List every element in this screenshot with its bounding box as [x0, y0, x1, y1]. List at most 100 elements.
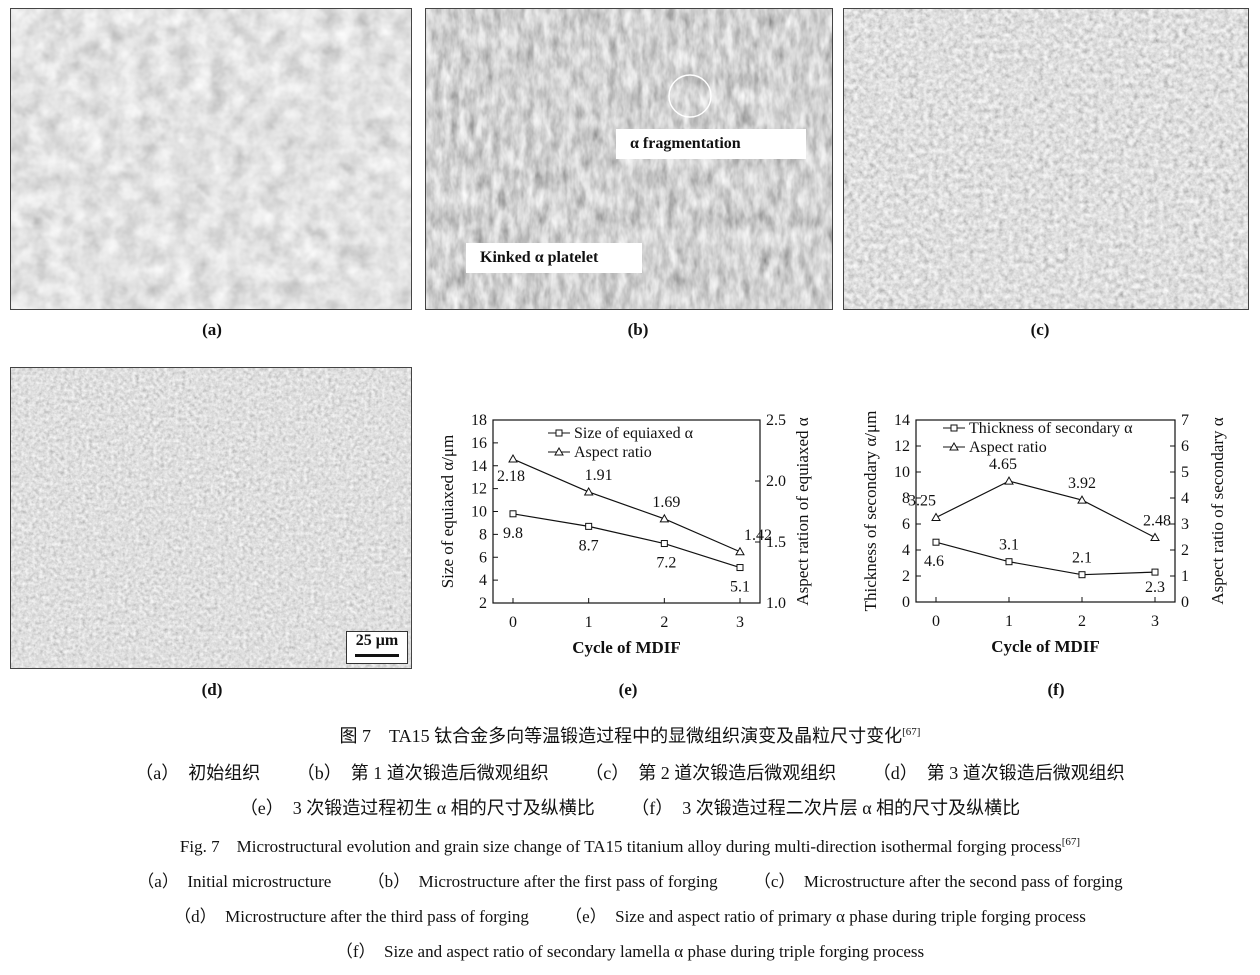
y-tick-label: 6	[479, 549, 487, 566]
x-axis-label: Cycle of MDIF	[991, 637, 1100, 656]
data-point	[583, 486, 594, 496]
scale-bar-line	[355, 654, 399, 657]
data-label: 3.1	[999, 537, 1019, 554]
plot-frame	[915, 419, 1176, 603]
data-label: 2.18	[497, 468, 525, 485]
caption-en-item: （d） Microstructure after the third pass …	[174, 907, 529, 926]
data-label: 9.8	[503, 525, 523, 542]
data-point	[1004, 476, 1014, 485]
data-point	[1150, 532, 1160, 542]
y2-tick-label: 3	[1181, 516, 1189, 533]
y-tick-label: 2	[479, 595, 487, 612]
legend-marker	[555, 429, 563, 437]
y2-axis-label: Aspect ration of equiaxed α	[793, 417, 812, 605]
data-label: 4.6	[924, 553, 944, 570]
data-point	[1078, 571, 1086, 579]
x-axis-label: Cycle of MDIF	[572, 638, 681, 657]
caption-cn-title: 图 7 TA15 钛合金多向等温锻造过程中的显微组织演变及晶粒尺寸变化[67]	[0, 722, 1260, 748]
legend-label: Aspect ratio	[574, 444, 652, 461]
micrograph-c	[843, 8, 1249, 310]
caption-en-title-text: Fig. 7 Microstructural evolution and gra…	[179, 837, 1062, 856]
data-point	[1151, 568, 1159, 576]
scale-bar-label: 25 μm	[355, 632, 399, 649]
caption-en-item: （b） Microstructure after the first pass …	[367, 872, 718, 891]
x-tick-label: 0	[509, 614, 517, 631]
panel-label-d: (d)	[201, 680, 223, 699]
y-tick-label: 8	[479, 526, 487, 543]
data-point	[1005, 558, 1013, 566]
x-tick-label: 2	[660, 614, 668, 631]
scale-bar: 25 μm	[346, 631, 408, 664]
y2-tick-label: 0	[1181, 594, 1189, 611]
micrograph-d-image	[11, 368, 411, 668]
caption-cn-line2: （e） 3 次锻造过程初生 α 相的尺寸及纵横比 （f） 3 次锻造过程二次片层…	[0, 794, 1260, 820]
y2-tick-label: 6	[1181, 438, 1189, 455]
data-point	[736, 564, 744, 572]
data-point	[659, 513, 670, 523]
y-tick-label: 10	[894, 464, 910, 481]
micrograph-d: 25 μm	[10, 367, 412, 669]
legend-marker	[949, 441, 959, 451]
micrograph-b: α fragmentation Kinked α platelet	[425, 8, 833, 310]
y-tick-label: 12	[894, 438, 910, 455]
data-point	[932, 538, 940, 546]
y2-tick-label: 4	[1181, 490, 1189, 507]
panel-label-c: (c)	[1030, 320, 1050, 339]
data-label: 8.7	[579, 537, 599, 554]
y2-tick-label: 1	[1181, 568, 1189, 585]
series-line	[935, 541, 1156, 576]
y2-tick-label: 2.5	[766, 412, 786, 429]
caption-en-line2: （d） Microstructure after the third pass …	[0, 902, 1260, 927]
data-label: 2.3	[1145, 579, 1165, 596]
data-label: 5.1	[730, 579, 750, 596]
x-tick-label: 3	[736, 614, 744, 631]
series-line	[512, 513, 741, 569]
legend-label: Aspect ratio	[969, 439, 1047, 456]
data-label: 3.92	[1068, 475, 1096, 492]
y-tick-label: 14	[471, 458, 487, 475]
data-label: 3.25	[908, 493, 936, 510]
fragmentation-circle	[668, 74, 712, 118]
y-tick-label: 18	[471, 412, 487, 429]
caption-cn-item: （e） 3 次锻造过程初生 α 相的尺寸及纵横比	[239, 798, 595, 818]
caption-en-item: （a） Initial microstructure	[137, 872, 332, 891]
data-label: 2.48	[1143, 513, 1171, 530]
micrograph-a-image	[11, 9, 411, 309]
panel-label-b: (b)	[627, 320, 649, 339]
y-tick-label: 16	[471, 435, 487, 452]
y2-tick-label: 5	[1181, 464, 1189, 481]
caption-cn-item: （d） 第 3 道次锻造后微观组织	[872, 763, 1125, 783]
caption-cn-item: （b） 第 1 道次锻造后微观组织	[296, 763, 549, 783]
y-tick-label: 8	[902, 490, 910, 507]
caption-en-title: Fig. 7 Microstructural evolution and gra…	[0, 832, 1260, 857]
y-axis-label: Thickness of secondary α/μm	[861, 411, 880, 612]
y2-tick-label: 2	[1181, 542, 1189, 559]
data-point	[1077, 495, 1087, 504]
caption-cn-ref: [67]	[902, 726, 921, 738]
data-point	[508, 454, 518, 463]
caption-en-line3: （f） Size and aspect ratio of secondary l…	[0, 937, 1260, 962]
y-tick-label: 2	[902, 568, 910, 585]
y-tick-label: 12	[471, 481, 487, 498]
caption-en-item: （c） Microstructure after the second pass…	[753, 872, 1123, 891]
annotation-kinked-platelet: Kinked α platelet	[466, 243, 642, 273]
y-tick-label: 6	[902, 516, 910, 533]
data-point	[660, 540, 668, 548]
y2-axis-label: Aspect ratio of secondary α	[1208, 417, 1227, 604]
micrograph-a	[10, 8, 412, 310]
y2-tick-label: 2.0	[766, 473, 786, 490]
data-point	[735, 546, 745, 556]
caption-cn-line1: （a） 初始组织 （b） 第 1 道次锻造后微观组织 （c） 第 2 道次锻造后…	[0, 759, 1260, 785]
data-point	[585, 522, 593, 530]
panel-label-f: (f)	[1047, 680, 1065, 699]
caption-cn-item: （c） 第 2 道次锻造后微观组织	[585, 763, 837, 783]
micrograph-c-image	[844, 9, 1248, 309]
y2-tick-label: 1.0	[766, 595, 786, 612]
caption-cn-item: （a） 初始组织	[135, 763, 261, 783]
x-tick-label: 0	[932, 613, 940, 630]
y-tick-label: 4	[902, 542, 910, 559]
x-tick-label: 1	[585, 614, 593, 631]
legend-label: Thickness of secondary α	[969, 420, 1133, 437]
data-point	[509, 510, 517, 518]
